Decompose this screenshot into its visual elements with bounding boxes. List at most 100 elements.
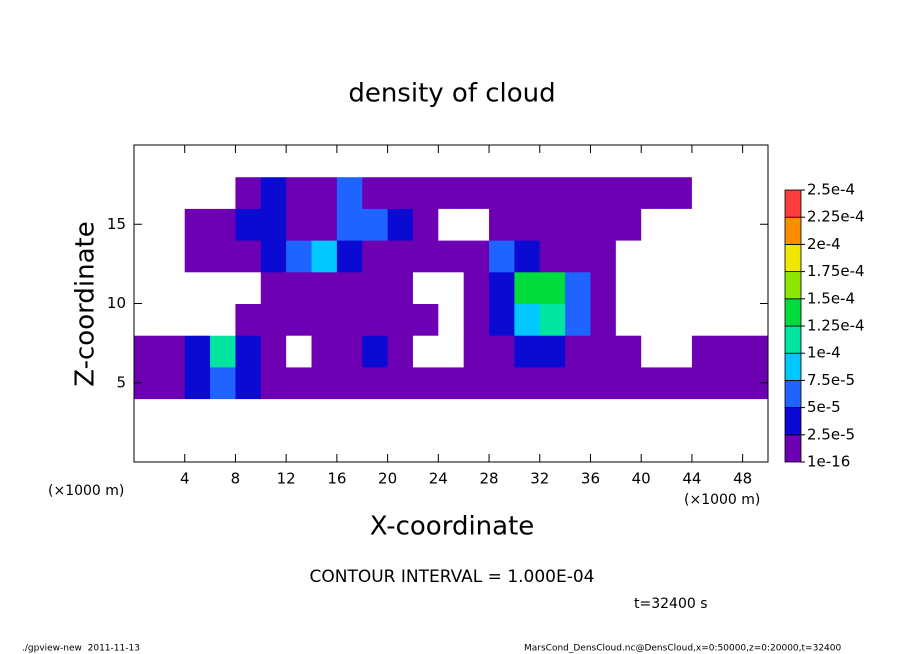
colorbar-swatch xyxy=(784,216,802,245)
cell xyxy=(412,303,439,336)
cell xyxy=(362,430,389,463)
cell xyxy=(463,145,490,178)
cell xyxy=(235,240,262,273)
cell xyxy=(210,145,236,178)
cell xyxy=(742,271,769,304)
cell xyxy=(362,335,389,368)
cell xyxy=(565,366,591,400)
cell xyxy=(311,430,338,463)
cell xyxy=(691,335,718,368)
cell xyxy=(336,271,363,304)
cell xyxy=(412,208,439,241)
cell xyxy=(412,430,439,463)
cell xyxy=(159,335,186,368)
cell xyxy=(717,208,744,241)
cell xyxy=(184,398,211,431)
cell xyxy=(691,240,718,273)
cell xyxy=(539,176,566,209)
cell xyxy=(590,145,617,178)
colorbar-swatch xyxy=(784,325,802,354)
cell xyxy=(438,208,465,241)
cell xyxy=(184,303,211,336)
x-tick-label: 24 xyxy=(429,470,448,488)
cell xyxy=(412,145,439,178)
cell xyxy=(260,240,287,273)
cell xyxy=(742,430,769,463)
cell xyxy=(387,366,414,400)
cell xyxy=(565,240,591,273)
cell xyxy=(565,208,591,241)
cell xyxy=(590,303,617,336)
cell xyxy=(286,303,313,336)
y-tick-label: 10 xyxy=(107,294,126,312)
cell xyxy=(514,335,541,368)
cell xyxy=(336,398,363,431)
cell xyxy=(489,366,515,400)
cell xyxy=(565,335,591,368)
cell xyxy=(387,430,414,463)
cell xyxy=(412,335,439,368)
cell xyxy=(387,335,414,368)
colorbar-swatch xyxy=(784,271,802,300)
x-tick-label: 32 xyxy=(530,470,549,488)
cell xyxy=(489,430,515,463)
cell xyxy=(666,430,693,463)
cell xyxy=(210,366,236,400)
x-unit-label: (×1000 m) xyxy=(684,492,760,508)
cell xyxy=(539,208,566,241)
cell xyxy=(412,271,439,304)
cell xyxy=(260,366,287,400)
cell xyxy=(336,176,363,209)
cell xyxy=(438,176,465,209)
cell xyxy=(362,208,389,241)
cell xyxy=(590,335,617,368)
cell xyxy=(717,271,744,304)
cell xyxy=(412,366,439,400)
colorbar-label: 2e-4 xyxy=(807,235,841,253)
colorbar-swatch xyxy=(784,189,802,218)
cell xyxy=(615,145,642,178)
cell xyxy=(641,145,668,178)
cell xyxy=(134,303,160,336)
cell xyxy=(336,430,363,463)
cell xyxy=(260,145,287,178)
time-label: t=32400 s xyxy=(634,596,708,612)
cell xyxy=(590,430,617,463)
x-tick-label: 8 xyxy=(231,470,241,488)
cell xyxy=(235,303,262,336)
cell xyxy=(666,366,693,400)
cell xyxy=(311,366,338,400)
x-tick-label: 28 xyxy=(479,470,498,488)
cell xyxy=(565,271,591,304)
cell xyxy=(412,240,439,273)
cell xyxy=(311,271,338,304)
colorbar-label: 1.5e-4 xyxy=(807,289,855,307)
cell xyxy=(615,398,642,431)
cell xyxy=(159,303,186,336)
cell xyxy=(742,303,769,336)
cell xyxy=(742,240,769,273)
cell xyxy=(311,303,338,336)
cell xyxy=(641,208,668,241)
cell xyxy=(184,208,211,241)
cell xyxy=(387,208,414,241)
cell xyxy=(387,398,414,431)
cell xyxy=(336,145,363,178)
cell xyxy=(463,398,490,431)
cell xyxy=(514,398,541,431)
cell xyxy=(286,335,313,368)
cell xyxy=(159,366,186,400)
colorbar-label: 5e-5 xyxy=(807,398,841,416)
y-tick-label: 15 xyxy=(107,215,126,233)
cell xyxy=(539,366,566,400)
cell xyxy=(691,303,718,336)
cell xyxy=(387,271,414,304)
cell xyxy=(565,398,591,431)
cell xyxy=(336,335,363,368)
x-tick-label: 12 xyxy=(277,470,296,488)
cell xyxy=(286,145,313,178)
cell xyxy=(666,303,693,336)
colorbar-label: 1.25e-4 xyxy=(807,317,865,335)
footer-right: MarsCond_DensCloud.nc@DensCloud,x=0:5000… xyxy=(524,644,841,654)
